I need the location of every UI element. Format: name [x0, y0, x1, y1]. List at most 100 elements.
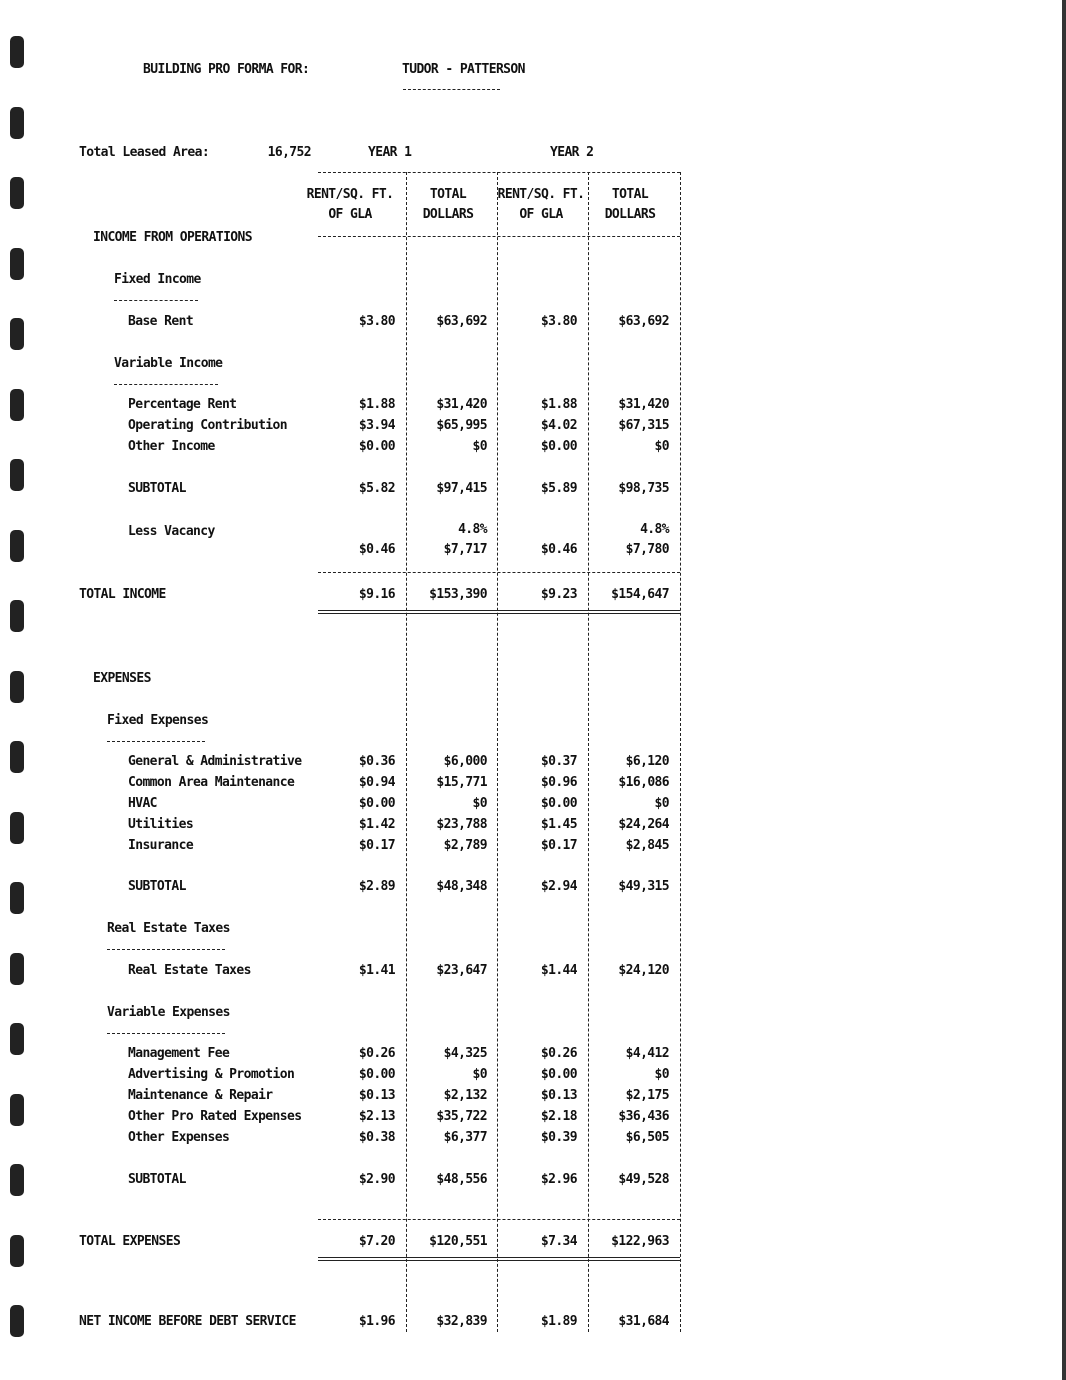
line-item-value: $15,771: [436, 775, 487, 790]
column-header: OF GLA: [328, 207, 372, 222]
line-item-label: Insurance: [128, 838, 194, 853]
binder-hole: [10, 529, 24, 562]
line-item-label: General & Administrative: [128, 754, 302, 769]
double-rule: [318, 1257, 680, 1261]
total-value: $1.89: [540, 1314, 578, 1329]
binder-hole: [10, 811, 24, 844]
line-item-label: Advertising & Promotion: [128, 1067, 295, 1082]
line-item-value: $6,000: [443, 754, 488, 769]
line-item-value: $4,325: [443, 1046, 488, 1061]
total-value: $32,839: [436, 1314, 487, 1329]
line-item-value: $0.00: [358, 796, 396, 811]
column-header: TOTAL: [429, 187, 467, 202]
line-item-value: $4.02: [540, 418, 578, 433]
line-item-value: $0: [654, 1067, 670, 1082]
line-item-value: $0.94: [358, 775, 396, 790]
line-item-label: HVAC: [128, 796, 158, 811]
total-value: $120,551: [429, 1234, 487, 1249]
year-label: YEAR 2: [550, 145, 594, 160]
total-value: $7.34: [540, 1234, 578, 1249]
year-label: YEAR 1: [368, 145, 412, 160]
binder-hole: [10, 459, 24, 491]
line-item-value: $1.88: [358, 397, 396, 412]
line-item-value: $3.80: [540, 314, 578, 329]
line-item-value: $0.13: [358, 1088, 396, 1103]
double-rule: [318, 610, 680, 614]
line-item-label: Management Fee: [128, 1046, 230, 1061]
subtotal-label: SUBTOTAL: [128, 481, 186, 496]
binder-hole: [10, 1023, 24, 1055]
line-item-label: Operating Contribution: [128, 418, 288, 433]
column-header: OF GLA: [519, 207, 563, 222]
line-item-value: $24,264: [618, 817, 669, 832]
line-item-label: Real Estate Taxes: [128, 963, 251, 978]
line-item-value: $2,789: [443, 838, 488, 853]
line-item-value: $0.00: [540, 1067, 578, 1082]
subtotal-value: $98,735: [618, 481, 669, 496]
line-item-value: $31,420: [618, 397, 669, 412]
line-item-value: $0.00: [358, 439, 396, 454]
line-item-value: $6,377: [443, 1130, 488, 1145]
line-item-value: $0: [472, 1067, 488, 1082]
binder-hole: [10, 388, 24, 421]
line-item-label: Less Vacancy: [128, 524, 215, 539]
column-header: DOLLARS: [604, 207, 656, 222]
line-item-label: Percentage Rent: [128, 397, 237, 412]
binder-hole: [10, 952, 24, 985]
line-item-value: $2.18: [540, 1109, 578, 1124]
subtotal-value: $48,556: [436, 1172, 487, 1187]
total-label: TOTAL INCOME: [79, 587, 166, 602]
line-item-label: Base Rent: [128, 314, 194, 329]
line-item-value: $35,722: [436, 1109, 487, 1124]
column-header: DOLLARS: [422, 207, 474, 222]
binder-hole: [10, 1164, 24, 1196]
line-item-value: $0.00: [358, 1067, 396, 1082]
line-item-value: $67,315: [618, 418, 669, 433]
line-item-label: Maintenance & Repair: [128, 1088, 273, 1103]
line-item-value: $0.13: [540, 1088, 578, 1103]
dashed-rule: [107, 1033, 225, 1034]
dashed-rule: [318, 172, 680, 173]
subtotal-value: $5.89: [540, 481, 578, 496]
binder-hole: [10, 36, 24, 68]
line-item-value: $0: [472, 439, 488, 454]
column-header: RENT/SQ. FT.: [306, 187, 394, 202]
line-item-value: $2,175: [625, 1088, 670, 1103]
line-item-label: Other Pro Rated Expenses: [128, 1109, 302, 1124]
total-value: $31,684: [618, 1314, 669, 1329]
line-item-value: $1.44: [540, 963, 578, 978]
total-label: TOTAL EXPENSES: [79, 1234, 181, 1249]
line-item-label: Common Area Maintenance: [128, 775, 295, 790]
title: BUILDING PRO FORMA FOR:: [143, 62, 310, 77]
line-item-value: $23,647: [436, 963, 487, 978]
total-value: $9.16: [358, 587, 396, 602]
line-item-value: $0.38: [358, 1130, 396, 1145]
group-title: Fixed Income: [114, 272, 201, 287]
binder-hole: [10, 318, 24, 350]
section-title: INCOME FROM OPERATIONS: [93, 230, 253, 245]
line-item-value: $4,412: [625, 1046, 670, 1061]
line-item-label: Utilities: [128, 817, 194, 832]
total-value: $9.23: [540, 587, 578, 602]
total-value: $1.96: [358, 1314, 396, 1329]
dashed-rule: [318, 572, 680, 573]
line-item-value: $1.42: [358, 817, 396, 832]
subtotal-label: SUBTOTAL: [128, 879, 186, 894]
line-item-value: $65,995: [436, 418, 487, 433]
subtotal-value: $5.82: [358, 481, 396, 496]
line-item-value: $0: [654, 796, 670, 811]
subtotal-value: $48,348: [436, 879, 487, 894]
total-label: NET INCOME BEFORE DEBT SERVICE: [79, 1314, 296, 1329]
binder-hole: [10, 882, 24, 914]
line-item-value: $0.00: [540, 796, 578, 811]
line-item-value: $31,420: [436, 397, 487, 412]
line-item-value: $63,692: [436, 314, 487, 329]
line-item-value: $23,788: [436, 817, 487, 832]
binder-hole: [10, 1305, 24, 1337]
column-header: RENT/SQ. FT.: [497, 187, 585, 202]
dashed-rule: [107, 949, 225, 950]
leased-area-label: Total Leased Area:: [79, 145, 210, 160]
subtotal-value: $97,415: [436, 481, 487, 496]
subtotal-value: $2.89: [358, 879, 396, 894]
line-item-value: $2,132: [443, 1088, 488, 1103]
